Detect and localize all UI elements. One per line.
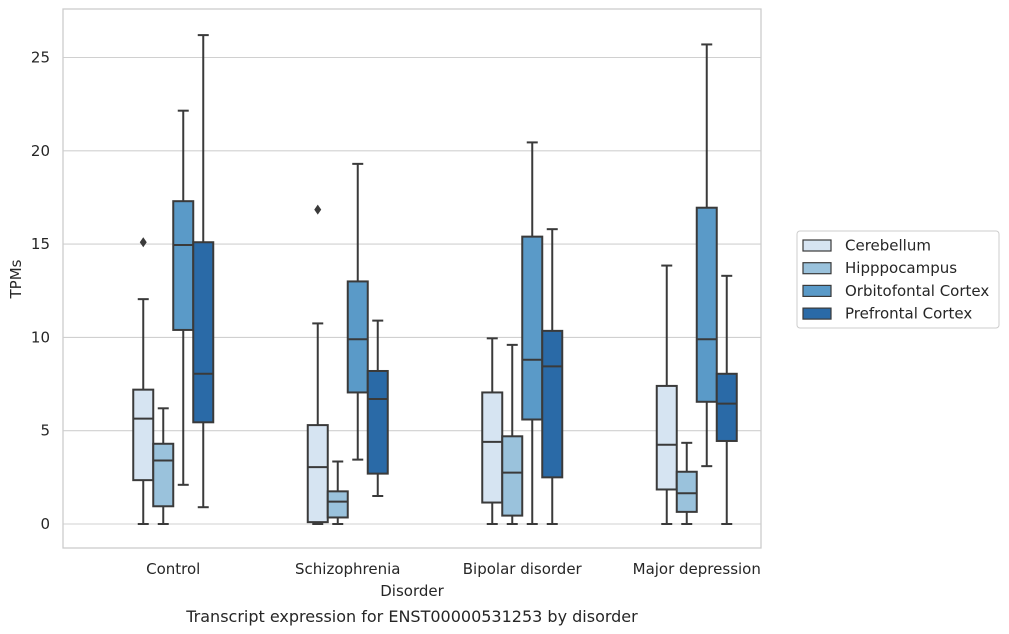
y-tick-10: 10 xyxy=(31,328,50,346)
box-3-3 xyxy=(715,274,738,525)
box-body xyxy=(695,206,718,403)
y-tick-25: 25 xyxy=(31,49,50,67)
legend-label-2: Orbitofontal Cortex xyxy=(845,282,989,300)
box-2-2 xyxy=(521,141,544,525)
box-body xyxy=(521,235,544,421)
box-body xyxy=(655,384,678,491)
x-tick-0: Control xyxy=(146,560,200,578)
y-tick-labels: 0 5 10 15 20 25 xyxy=(31,49,50,534)
legend-swatch-3 xyxy=(802,307,832,320)
y-tick-15: 15 xyxy=(31,235,50,253)
legend-label-3: Prefrontal Cortex xyxy=(845,305,972,323)
box-body xyxy=(366,369,389,475)
legend: Cerebellum Hipppocampus Orbitofontal Corte… xyxy=(796,230,1000,329)
x-tick-3: Major depression xyxy=(633,560,761,578)
legend-label-0: Cerebellum xyxy=(845,237,931,255)
box-body xyxy=(306,424,329,524)
box-1-2 xyxy=(346,162,369,461)
box-3-2 xyxy=(695,43,718,468)
box-body xyxy=(346,280,369,394)
chart-caption: Transcript expression for ENST0000053125… xyxy=(185,607,638,626)
y-axis-label: TPMs xyxy=(7,259,25,299)
x-tick-labels: Control Schizophrenia Bipolar disorder Majo… xyxy=(146,560,761,578)
box-0-2 xyxy=(172,109,195,486)
x-axis-label: Disorder xyxy=(380,582,444,600)
box-body xyxy=(192,241,215,424)
box-2-1 xyxy=(501,343,524,525)
box-1-3 xyxy=(366,319,389,498)
box-body xyxy=(326,490,349,519)
outlier-0 xyxy=(139,237,147,248)
box-body xyxy=(172,200,195,331)
legend-frame xyxy=(796,230,1000,329)
box-1-1 xyxy=(326,460,349,525)
box-body xyxy=(501,435,524,517)
box-2-3 xyxy=(541,228,564,525)
y-tick-20: 20 xyxy=(31,142,50,160)
x-tick-1: Schizophrenia xyxy=(295,560,400,578)
box-3-0 xyxy=(655,264,678,525)
box-body xyxy=(541,329,564,479)
y-tick-5: 5 xyxy=(40,422,50,440)
legend-swatch-0 xyxy=(802,239,832,252)
box-body xyxy=(132,388,155,482)
plot-frame xyxy=(62,8,762,549)
box-3-1 xyxy=(675,441,698,525)
box-0-0 xyxy=(132,237,155,525)
legend-swatch-1 xyxy=(802,262,832,275)
box-body xyxy=(481,391,504,504)
box-1-0 xyxy=(306,204,329,525)
box-0-3 xyxy=(192,34,215,509)
box-0-1 xyxy=(152,407,175,525)
legend-swatch-2 xyxy=(802,284,832,297)
y-tick-0: 0 xyxy=(40,515,50,533)
box-body xyxy=(152,442,175,508)
box-body xyxy=(675,470,698,513)
box-2-0 xyxy=(481,337,504,525)
outlier-0 xyxy=(314,204,322,215)
legend-label-1: Hipppocampus xyxy=(845,259,957,277)
box-body xyxy=(715,372,738,442)
boxes xyxy=(132,34,738,525)
x-tick-2: Bipolar disorder xyxy=(463,560,583,578)
